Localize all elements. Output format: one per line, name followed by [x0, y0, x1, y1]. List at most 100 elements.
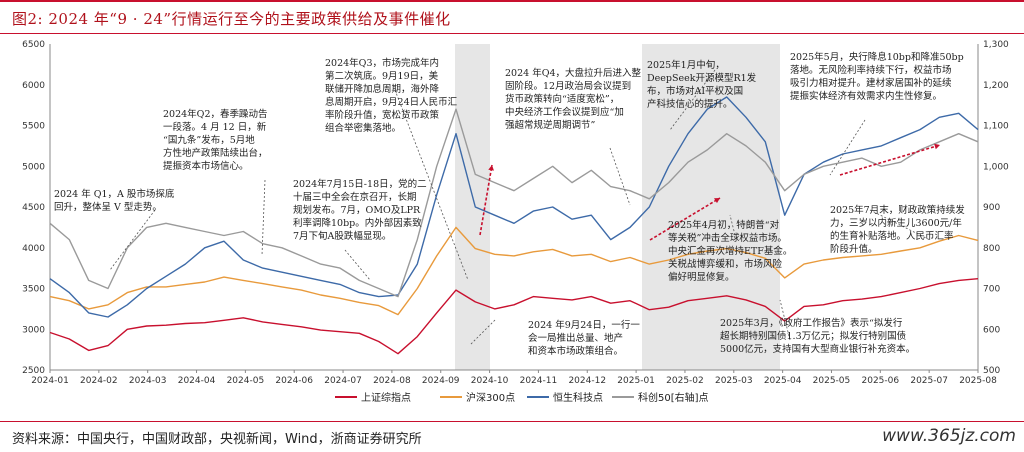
legend-label: 恒生科技点 [553, 391, 603, 404]
y-left-tick-label: 3500 [22, 285, 45, 295]
annotation-text: 提振资本市场信心。 [163, 160, 249, 172]
x-tick-label: 2024-02 [80, 376, 118, 386]
series-line-4 [49, 108, 979, 298]
annotation-text: 力，三岁以内新生儿3600元/年 [830, 217, 962, 229]
x-tick-label: 2024-06 [275, 376, 313, 386]
annotation-text: 2024 年Q4，大盘拉升后进入整 [505, 67, 642, 79]
annotation-text: 第二次筑底。9月19日，美 [325, 70, 439, 82]
annotation-text: 中央汇金再次增持ETF基金。 [668, 245, 792, 257]
x-tick-label: 2024-12 [568, 376, 606, 386]
x-tick-label: 2025-02 [666, 376, 704, 386]
annotation-text: 回升，整体呈 V 型走势。 [54, 201, 162, 213]
annotation-text: 固阶段。12月政治局会议提到 [505, 80, 631, 92]
annotation-text: 2025年4月初，特朗普“对 [668, 219, 780, 231]
annotation-text: 产科技信心的提升。 [647, 98, 733, 110]
y-left-tick-label: 2500 [22, 366, 45, 376]
annotation-text: 吸引力相对提升。建材家居国补的延续 [790, 77, 952, 89]
annotation-text: 布，市场对AI平权及国 [647, 85, 743, 97]
annotation-text: 2025年3月，《政府工作报告》表示“拟发行 [720, 317, 903, 329]
annotation-text: 一段落。4 月 12 日，新 [163, 121, 267, 133]
y-left-tick-label: 5500 [22, 122, 45, 132]
annotation-text: 2025年5月，央行降息10bp和降准50bp [790, 51, 964, 63]
x-tick-label: 2025-05 [813, 376, 851, 386]
annotation-pointer [109, 209, 156, 271]
annotation-text: 2024年Q3，市场完成年内 [325, 57, 439, 69]
y-right-tick-label: 800 [983, 244, 1000, 254]
chart-area: 2500 3000 3500 4000 4500 5000 5500 6000 6500 500 6… [22, 40, 1009, 404]
annotation-text: 率阶段升值，宽松货币政策 [325, 109, 440, 121]
trend-arrow-head [488, 165, 494, 171]
x-tick-label: 2024-08 [373, 376, 411, 386]
x-tick-label: 2025-08 [959, 376, 997, 386]
x-tick-label: 2024-10 [471, 376, 509, 386]
legend-label: 科创50[右轴]点 [638, 391, 709, 404]
annotation-text: 2024年7月15日-18日，党的二 [293, 178, 427, 190]
annotation-text: 超长期特别国债1.3万亿元；拟发行特别国债 [720, 330, 907, 342]
annotation-text: 会一局推出总量、地产 [528, 332, 623, 344]
annotation-pointer [729, 214, 736, 236]
y-right-tick-label: 500 [983, 366, 1000, 376]
annotation-pointer [344, 249, 371, 281]
annotation-text: 联储开降加息周期，海外降 [325, 83, 440, 95]
trend-arrow-line [649, 197, 721, 241]
x-tick-label: 2024-07 [324, 376, 362, 386]
y-right-tick-label: 600 [983, 325, 1000, 335]
y-left-tick-label: 4500 [22, 203, 45, 213]
trend-arrow-line [479, 164, 493, 236]
y-left-tick-label: 6000 [22, 81, 45, 91]
annotation-pointer [469, 319, 496, 346]
source-note: 资料来源：中国央行，中国财政部，央视新闻，Wind，浙商证券研究所 [12, 432, 422, 447]
annotation-pointer [869, 209, 931, 241]
annotation-text: 关税战博弈缓和，市场风险 [668, 258, 783, 270]
annotation-text: DeepSeek开源模型R1发 [647, 72, 757, 84]
legend-label: 沪深300点 [466, 391, 515, 404]
y-left-tick-label: 3000 [22, 325, 45, 335]
y-right-tick-label: 700 [983, 285, 1000, 295]
annotation-text: 组合举密集落地。 [325, 122, 401, 134]
x-tick-label: 2025-01 [617, 376, 655, 386]
series-line-3 [49, 96, 979, 318]
trend-arrow-line [839, 144, 941, 176]
y-right-tick-label: 1,200 [983, 81, 1009, 91]
annotation-text: 落地。无风险利率持续下行，权益市场 [790, 64, 952, 76]
x-tick-label: 2024-03 [129, 376, 167, 386]
y-left-tick-label: 5000 [22, 162, 45, 172]
annotation-text: 息周期开启，9月24日人民币汇 [325, 96, 458, 108]
annotation-text: 2025年1月中旬， [647, 59, 725, 71]
annotation-text: 方性地产政策陆续出台， [163, 147, 268, 159]
trend-arrow-head [714, 198, 720, 204]
figure-footer: 资料来源：中国央行，中国财政部，央视新闻，Wind，浙商证券研究所 www.36… [0, 421, 1024, 452]
figure-title: 图2: 2024 年“9 · 24”行情运行至今的主要政策供给及事件催化 [12, 10, 451, 28]
y-left-tick-label: 6500 [22, 40, 45, 50]
series-line-1 [49, 278, 979, 355]
figure-header: 图2: 2024 年“9 · 24”行情运行至今的主要政策供给及事件催化 [0, 0, 1024, 34]
x-tick-label: 2025-03 [715, 376, 753, 386]
annotation-text: 2024年Q2，春季躁动告 [163, 108, 268, 120]
x-tick-label: 2025-04 [764, 376, 802, 386]
x-tick-label: 2024-09 [422, 376, 460, 386]
event-band-1 [455, 44, 490, 370]
annotation-text: 5000亿元，支持国有大型商业银行补充资本。 [720, 343, 915, 355]
annotation-pointer [779, 299, 791, 341]
annotation-pointer [261, 179, 266, 256]
trend-arrow-head [934, 143, 940, 150]
y-left-tick-label: 4000 [22, 244, 45, 254]
x-tick-label: 2025-06 [862, 376, 900, 386]
annotation-text: 十届三中全会在京召开，长期 [293, 191, 417, 203]
annotation-text: 利率调降10bp。内外部因素致 [293, 217, 422, 229]
x-tick-label: 2024-05 [227, 376, 265, 386]
watermark: www.365jz.com [882, 426, 1016, 446]
annotation-text: 中央经济工作会议提到应“加 [505, 106, 624, 118]
y-right-tick-label: 1,000 [983, 162, 1009, 172]
y-right-tick-label: 900 [983, 203, 1000, 213]
annotation-text: 2024 年 Q1，A 股市场探底 [54, 188, 175, 200]
annotation-text: 的生育补贴落地。人民币汇率 [830, 230, 954, 242]
annotation-text: 偏好明显修复。 [668, 271, 735, 283]
annotation-pointer [394, 89, 469, 281]
annotation-pointer [829, 119, 866, 176]
y-right-tick-label: 1,100 [983, 122, 1009, 132]
annotation-text: 货币政策转向“适度宽松”， [505, 93, 619, 105]
annotation-text: 等关税”冲击全球权益市场。 [668, 232, 787, 244]
annotation-text: 规划发布。7月，OMO及LPR [293, 204, 421, 216]
